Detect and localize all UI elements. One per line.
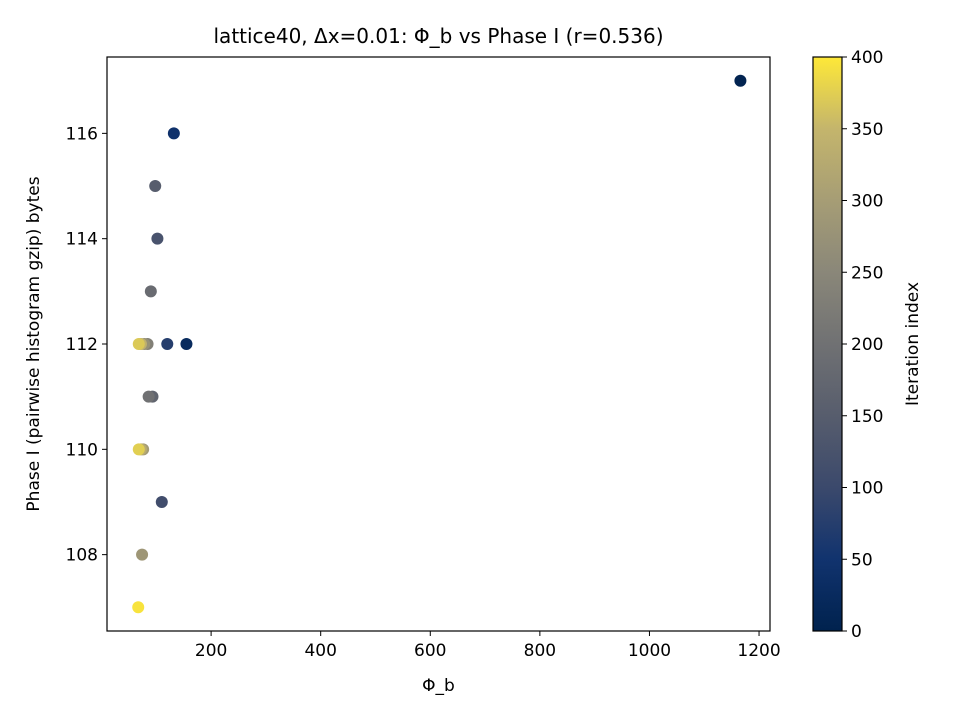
y-tick-label: 116 xyxy=(66,124,98,144)
scatter-point xyxy=(149,180,162,193)
y-tick-label: 114 xyxy=(66,230,98,250)
colorbar: 0 50 100 150 200 250 300 350 400 Iteration index xyxy=(812,48,923,642)
colorbar-label: Iteration index xyxy=(903,282,923,406)
y-tick-label: 112 xyxy=(66,335,98,355)
scatter-point xyxy=(142,390,155,403)
scatter-point xyxy=(734,74,747,87)
x-tick-label: 600 xyxy=(414,641,446,661)
colorbar-tick-label: 250 xyxy=(851,263,883,283)
y-tick-label: 108 xyxy=(66,546,98,566)
scatter-point xyxy=(180,338,193,350)
colorbar-gradient xyxy=(813,57,842,631)
colorbar-tick-label: 50 xyxy=(851,550,873,570)
x-tick-label: 200 xyxy=(195,641,227,661)
colorbar-tick-label: 0 xyxy=(851,622,862,642)
colorbar-tick-label: 200 xyxy=(851,335,883,355)
scatter-point xyxy=(132,338,145,350)
y-tick-label: 110 xyxy=(66,440,98,460)
scatter-point xyxy=(132,601,145,614)
scatter-points xyxy=(132,74,747,614)
scatter-point xyxy=(167,127,180,140)
scatter-point xyxy=(144,285,157,298)
colorbar-tick-label: 300 xyxy=(851,192,883,212)
scatter-point xyxy=(155,495,168,508)
colorbar-tick-label: 350 xyxy=(851,120,883,140)
plot-area: 200 400 600 800 1000 1200 108 110 112 114 116 xyxy=(66,56,781,661)
scatter-point xyxy=(136,548,149,561)
x-axis-label: Φ_b xyxy=(422,676,455,696)
colorbar-tick-label: 150 xyxy=(851,407,883,427)
scatter-point xyxy=(161,338,174,350)
scatter-point xyxy=(132,443,145,456)
x-tick-label: 1200 xyxy=(737,641,780,661)
colorbar-ticks: 0 50 100 150 200 250 300 350 400 xyxy=(842,48,883,642)
y-axis: 108 110 112 114 116 xyxy=(66,124,107,566)
y-axis-label: Phase I (pairwise histogram gzip) bytes xyxy=(24,176,44,511)
plot-frame xyxy=(106,56,771,632)
colorbar-tick-label: 100 xyxy=(851,479,883,499)
x-tick-label: 800 xyxy=(524,641,556,661)
colorbar-tick-label: 400 xyxy=(851,48,883,68)
scatter-point xyxy=(151,232,164,245)
x-tick-label: 1000 xyxy=(628,641,671,661)
x-tick-label: 400 xyxy=(304,641,336,661)
chart-title: lattice40, Δx=0.01: Φ_b vs Phase I (r=0.… xyxy=(214,24,664,48)
x-axis: 200 400 600 800 1000 1200 xyxy=(195,631,781,661)
